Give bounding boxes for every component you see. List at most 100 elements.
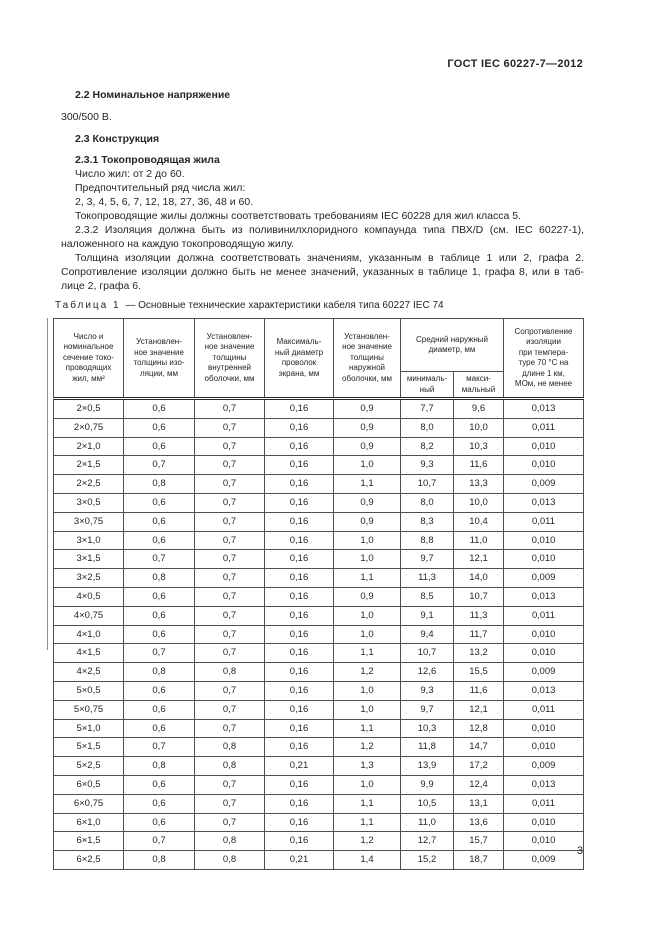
table-cell: 0,8: [194, 831, 265, 852]
table-cell: 0,009: [503, 756, 584, 776]
table-cell: 2×0,75: [53, 417, 124, 438]
table-cell: 12,1: [453, 699, 504, 720]
body-text-line: Сопротивление изоляции должно быть не ме…: [61, 266, 584, 278]
table-cell: 10,0: [453, 417, 504, 438]
table-row: 3×1,0 0,6 0,7 0,16 1,0 8,8 11,0 0,010: [53, 530, 584, 551]
table-cell: 10,0: [453, 492, 504, 513]
table-cell: 6×1,0: [53, 812, 124, 833]
body-text-line: лице 2, графа 6.: [61, 280, 141, 292]
table-cell: 1,0: [333, 624, 401, 645]
table-row: 6×0,5 0,6 0,7 0,16 1,0 9,9 12,4 0,013: [53, 774, 584, 795]
table-cell: 9,3: [400, 680, 454, 701]
table-cell: 13,2: [453, 643, 504, 664]
table-cell: 0,013: [503, 586, 584, 607]
table-cell: 9,4: [400, 624, 454, 645]
table-cell: 5×0,75: [53, 699, 124, 720]
table-cell: 6×0,75: [53, 793, 124, 814]
table-cell: 5×1,5: [53, 737, 124, 758]
table-cell: 0,7: [194, 568, 265, 588]
table-cell: 2×2,5: [53, 474, 124, 494]
table-cell: 0,7: [194, 398, 265, 419]
table-cell: 0,011: [503, 511, 584, 532]
table-cell: 0,010: [503, 455, 584, 476]
table-cell: 0,013: [503, 680, 584, 701]
table-cell: 1,1: [333, 568, 401, 588]
table-cell: 9,9: [400, 774, 454, 795]
table-cell: 0,7: [194, 549, 265, 570]
table-cell: 0,16: [264, 680, 334, 701]
table-cell: 14,7: [453, 737, 504, 758]
table-cell: 0,16: [264, 774, 334, 795]
table-cell: 3×0,75: [53, 511, 124, 532]
table-cell: 0,7: [194, 530, 265, 551]
table-row: 2×1,5 0,7 0,7 0,16 1,0 9,3 11,6 0,010: [53, 455, 584, 476]
table-cell: 9,7: [400, 699, 454, 720]
col-header-diameter-min: минималь- ный: [400, 371, 454, 399]
table-cell: 0,16: [264, 492, 334, 513]
table-cell: 13,3: [453, 474, 504, 494]
table-cell: 4×1,5: [53, 643, 124, 664]
table-cell: 10,3: [400, 718, 454, 739]
table-header: Число и номинальное сечение токо- провод…: [53, 318, 584, 399]
table-cell: 11,6: [453, 455, 504, 476]
table-cell: 0,16: [264, 831, 334, 852]
table-cell: 1,0: [333, 699, 401, 720]
table-row: 6×1,5 0,7 0,8 0,16 1,2 12,7 15,7 0,010: [53, 831, 584, 852]
table-cell: 15,7: [453, 831, 504, 852]
table-cell: 1,1: [333, 812, 401, 833]
col-header-insulation-thickness: Установлен- ное значение толщины изо- ля…: [123, 318, 195, 399]
table-cell: 14,0: [453, 568, 504, 588]
table-cell: 0,9: [333, 436, 401, 457]
col-header-screen-wire-diameter: Максималь- ный диаметр проволок экрана, …: [264, 318, 334, 399]
table-cell: 1,1: [333, 793, 401, 814]
table-cell: 0,6: [123, 624, 195, 645]
table-cell: 0,7: [194, 586, 265, 607]
table-cell: 8,0: [400, 492, 454, 513]
table-cell: 0,013: [503, 398, 584, 419]
table-cell: 0,7: [194, 455, 265, 476]
voltage-value: 300/500 В.: [61, 111, 112, 123]
table-cell: 0,7: [194, 417, 265, 438]
table-cell: 0,16: [264, 511, 334, 532]
table-header-row: Число и номинальное сечение токо- провод…: [53, 318, 584, 399]
table-cell: 0,010: [503, 831, 584, 852]
table-cell: 0,6: [123, 586, 195, 607]
table-cell: 0,16: [264, 530, 334, 551]
table-caption-text: — Основные технические характеристики ка…: [125, 300, 444, 311]
table-cell: 1,2: [333, 831, 401, 852]
table-row: 5×0,5 0,6 0,7 0,16 1,0 9,3 11,6 0,013: [53, 680, 584, 701]
table-cell: 0,7: [194, 774, 265, 795]
table-cell: 5×0,5: [53, 680, 124, 701]
table-cell: 11,3: [453, 605, 504, 626]
table-row: 3×1,5 0,7 0,7 0,16 1,0 9,7 12,1 0,010: [53, 549, 584, 570]
table-cell: 12,7: [400, 831, 454, 852]
table-cell: 0,16: [264, 586, 334, 607]
table-cell: 0,010: [503, 530, 584, 551]
table-cell: 0,16: [264, 455, 334, 476]
table-cell: 0,7: [194, 605, 265, 626]
table-cell: 0,7: [123, 831, 195, 852]
table-cell: 1,1: [333, 643, 401, 664]
table-cell: 0,6: [123, 511, 195, 532]
table-cell: 0,010: [503, 737, 584, 758]
table-cell: 11,0: [400, 812, 454, 833]
table-cell: 0,6: [123, 699, 195, 720]
table-cell: 0,7: [194, 699, 265, 720]
table-cell: 1,2: [333, 737, 401, 758]
table-cell: 15,5: [453, 662, 504, 682]
col-header-inner-sheath-thickness: Установлен- ное значение толщины внутрен…: [194, 318, 265, 399]
scan-artifact-line: [47, 318, 48, 650]
table-cell: 0,6: [123, 774, 195, 795]
table-cell: 11,8: [400, 737, 454, 758]
table-group: 6×0,5 0,6 0,7 0,16 1,0 9,9 12,4 0,013 6×0,75 0,6 0…: [53, 774, 584, 870]
table-cell: 0,7: [194, 474, 265, 494]
table-cell: 0,010: [503, 718, 584, 739]
table-cell: 0,16: [264, 812, 334, 833]
table-cell: 0,9: [333, 492, 401, 513]
table-row: 5×2,5 0,8 0,8 0,21 1,3 13,9 17,2 0,009: [53, 756, 584, 776]
table-cell: 0,16: [264, 793, 334, 814]
table-cell: 12,8: [453, 718, 504, 739]
table-group: 2×0,5 0,6 0,7 0,16 0,9 7,7 9,6 0,013 2×0,75 0,6 0,…: [53, 398, 584, 494]
table-cell: 1,0: [333, 549, 401, 570]
